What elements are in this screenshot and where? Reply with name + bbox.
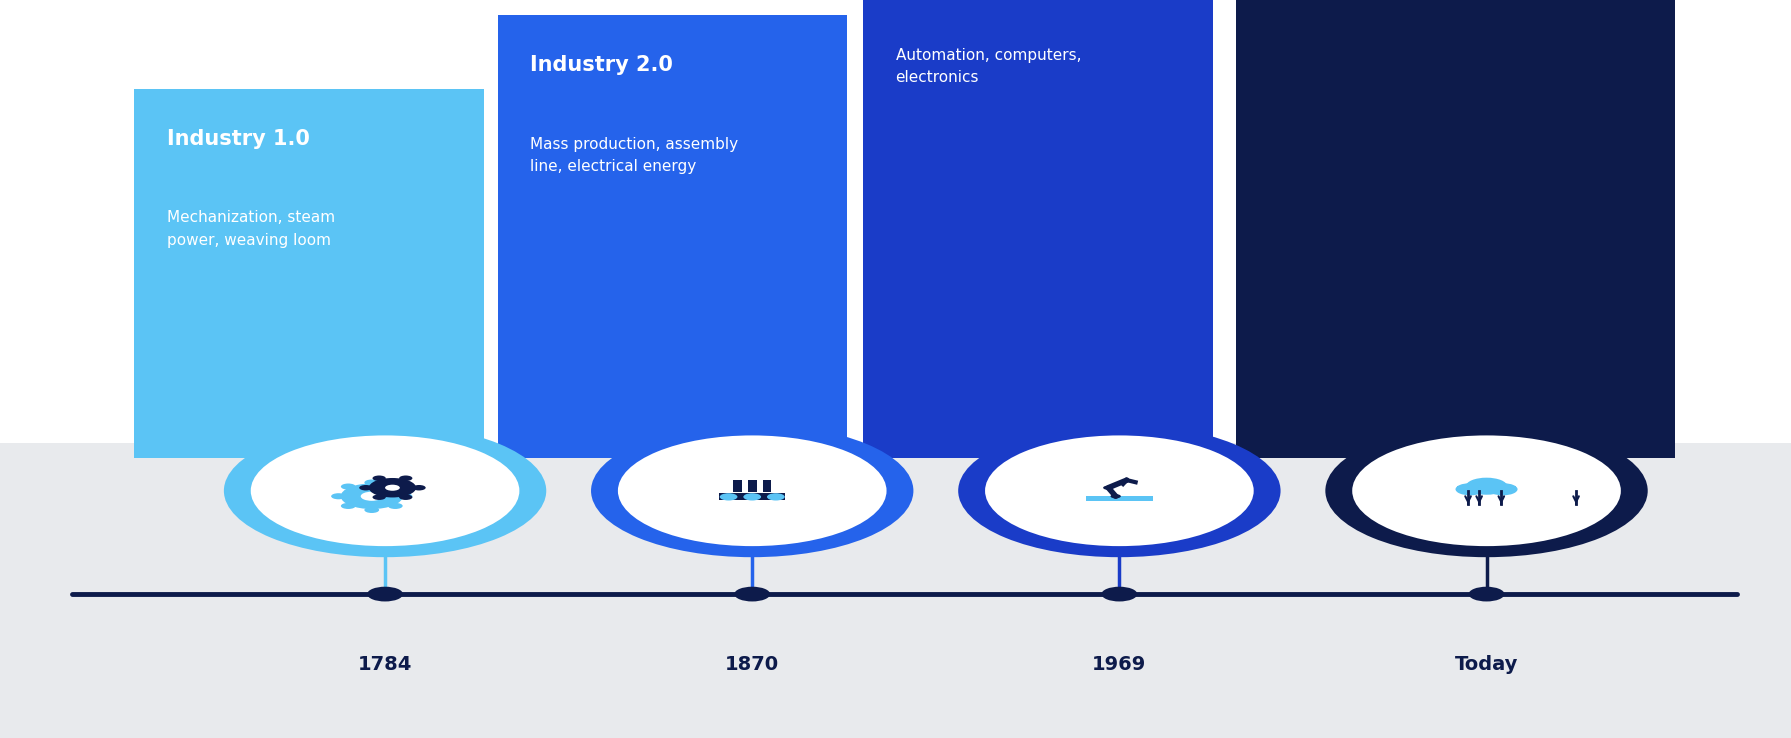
Circle shape — [251, 435, 519, 546]
Circle shape — [224, 424, 546, 557]
Circle shape — [743, 493, 761, 500]
Text: Today: Today — [1454, 655, 1519, 674]
Circle shape — [1101, 587, 1137, 601]
Bar — [0, 0, 1791, 443]
Circle shape — [1110, 494, 1121, 498]
Circle shape — [720, 493, 738, 500]
Circle shape — [1469, 587, 1504, 601]
Circle shape — [340, 483, 356, 489]
Circle shape — [398, 493, 412, 500]
Bar — [718, 493, 786, 500]
Circle shape — [1465, 477, 1508, 494]
Text: Industry 2.0: Industry 2.0 — [530, 55, 673, 75]
Circle shape — [1456, 483, 1485, 495]
Circle shape — [364, 480, 380, 486]
Circle shape — [360, 485, 373, 491]
Circle shape — [618, 435, 887, 546]
Circle shape — [1488, 483, 1517, 495]
Circle shape — [734, 587, 770, 601]
Circle shape — [1325, 424, 1648, 557]
Circle shape — [591, 424, 913, 557]
Circle shape — [389, 503, 403, 509]
Text: Industry 1.0: Industry 1.0 — [167, 129, 310, 149]
Circle shape — [767, 493, 784, 500]
Text: Mechanization, steam
power, weaving loom: Mechanization, steam power, weaving loom — [167, 210, 335, 247]
Bar — [1458, 486, 1515, 492]
Bar — [134, 89, 484, 458]
Circle shape — [373, 475, 385, 481]
Circle shape — [331, 493, 346, 500]
Circle shape — [340, 503, 356, 509]
Circle shape — [373, 494, 385, 500]
Circle shape — [385, 485, 399, 491]
Bar — [749, 480, 756, 492]
Circle shape — [958, 424, 1281, 557]
Text: 1870: 1870 — [725, 655, 779, 674]
Circle shape — [367, 587, 403, 601]
Circle shape — [364, 507, 380, 513]
Circle shape — [412, 485, 426, 491]
Bar — [1236, 0, 1675, 458]
Bar — [763, 480, 772, 492]
Bar — [733, 480, 741, 492]
Text: Automation, computers,
electronics: Automation, computers, electronics — [896, 48, 1082, 85]
Circle shape — [369, 478, 416, 497]
Text: 1784: 1784 — [358, 655, 412, 674]
Circle shape — [1103, 486, 1114, 490]
Circle shape — [399, 494, 412, 500]
Bar — [1085, 496, 1153, 501]
Text: 1969: 1969 — [1093, 655, 1146, 674]
Bar — [0, 443, 1791, 738]
Bar — [863, 0, 1213, 458]
Circle shape — [389, 483, 403, 489]
Circle shape — [360, 492, 383, 501]
Circle shape — [399, 475, 412, 481]
Bar — [498, 15, 847, 458]
Circle shape — [1352, 435, 1621, 546]
Circle shape — [340, 483, 403, 509]
Text: Mass production, assembly
line, electrical energy: Mass production, assembly line, electric… — [530, 137, 738, 173]
Circle shape — [985, 435, 1254, 546]
